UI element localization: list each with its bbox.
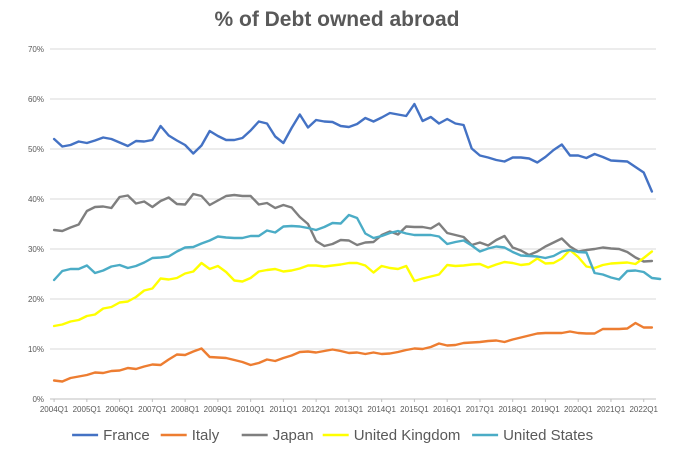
y-tick-label: 0% [32,395,44,404]
legend-item-italy: Italy [160,427,220,444]
series-line-united-states [52,213,662,282]
legend-label: Italy [192,427,220,444]
x-tick-label: 2004Q1 [40,405,69,414]
x-tick-label: 2009Q1 [204,405,233,414]
series-line-japan [52,192,654,263]
legend-item-japan: Japan [241,427,314,444]
gridlines [50,48,656,400]
legend-label: United Kingdom [354,427,461,444]
y-tick-label: 50% [28,145,44,154]
x-tick-label: 2006Q1 [105,405,134,414]
series-line-italy [52,321,654,383]
legend-label: Japan [273,427,314,444]
axes: 0% 10% 20% 30% 40% 50% 60% 70% 2004Q1 2005Q1 2006Q… [28,45,659,414]
legend-label: United States [503,427,593,444]
legend-item-france: France [72,427,150,444]
x-tick-label: 2011Q1 [269,405,297,414]
chart-title: % of Debt owned abroad [214,8,460,31]
legend: France Italy Japan United Kingdom United Sta… [72,427,593,444]
series-line-france [52,102,654,193]
x-tick-label: 2022Q1 [629,405,658,414]
x-tick-label: 2008Q1 [171,405,200,414]
y-tick-label: 70% [28,45,44,54]
y-tick-label: 40% [28,195,44,204]
y-tick-label: 30% [28,245,44,254]
x-tick-label: 2016Q1 [433,405,462,414]
x-tick-label: 2013Q1 [335,405,364,414]
x-tick-label: 2007Q1 [138,405,167,414]
legend-item-united-kingdom: United Kingdom [322,427,461,444]
x-tick-label: 2019Q1 [531,405,560,414]
x-tick-label: 2005Q1 [73,405,102,414]
series-lines [52,102,662,383]
x-tick-label: 2020Q1 [564,405,593,414]
legend-item-united-states: United States [472,427,593,444]
y-tick-label: 60% [28,95,44,104]
series-line-united-kingdom [52,248,654,328]
x-tick-label: 2021Q1 [597,405,626,414]
y-tick-label: 20% [28,295,44,304]
x-tick-label: 2014Q1 [367,405,396,414]
x-tick-label: 2015Q1 [400,405,429,414]
x-tick-label: 2010Q1 [236,405,265,414]
y-tick-label: 10% [28,345,44,354]
x-tick-label: 2017Q1 [466,405,495,414]
x-tick-label: 2012Q1 [302,405,331,414]
legend-label: France [103,427,150,444]
x-tick-label: 2018Q1 [498,405,527,414]
